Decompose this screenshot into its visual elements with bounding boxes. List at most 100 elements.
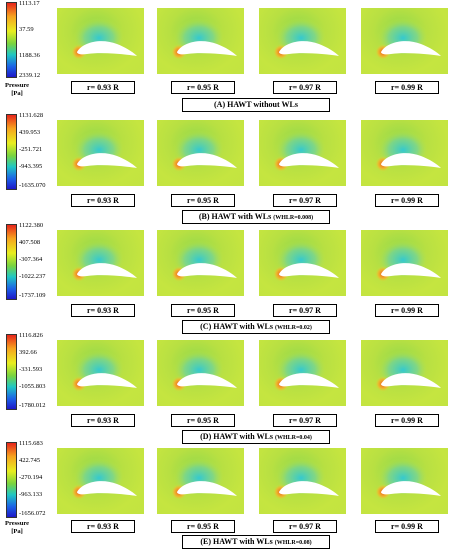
legend-max: 1131.628 [19,112,44,119]
radius-label: r= 0.95 R [171,194,235,207]
pressure-colorbar [6,224,17,300]
radius-label: r= 0.95 R [171,304,235,317]
legend-min: 2339.12 [19,72,41,79]
contour-panel [57,120,144,186]
radius-label: r= 0.99 R [375,520,439,533]
legend-max: 1115.683 [19,440,43,447]
radius-label: r= 0.97 R [273,520,337,533]
airfoil-contour [375,14,441,60]
airfoil-section [177,41,237,56]
radius-label: r= 0.97 R [273,194,337,207]
row-caption: (C) HAWT with WLs (WHLR=0.02) [182,320,330,334]
row-d: 1116.826 392.66 -331.593 -1055.803 -1780… [0,332,462,444]
legend-tick: -1055.803 [19,383,46,390]
airfoil-contour [375,236,441,282]
pressure-colorbar [6,334,17,410]
airfoil-section [279,41,339,56]
radius-label: r= 0.97 R [273,414,337,427]
airfoil-section [177,373,237,388]
legend-tick: -331.593 [19,366,43,373]
legend-tick: -270.194 [19,474,43,481]
airfoil-section [279,373,339,388]
contour-panel [259,120,346,186]
airfoil-section [177,481,237,496]
radius-label: r= 0.95 R [171,520,235,533]
legend-tick: 422.745 [19,457,41,464]
colorbar-legend: 1115.683 422.745 -270.194 -963.133 -1656… [4,440,64,550]
legend-title: Pressure [Pa] [5,520,29,535]
legend-tick: 37.59 [19,26,34,33]
airfoil-section [279,481,339,496]
airfoil-contour [171,236,237,282]
contour-panel [259,230,346,296]
contour-panel [259,340,346,406]
radius-label: r= 0.95 R [171,81,235,94]
radius-label: r= 0.97 R [273,304,337,317]
legend-tick: 439.953 [19,129,41,136]
contour-panel [361,120,448,186]
pressure-colorbar [6,442,17,518]
legend-max: 1122.380 [19,222,44,229]
airfoil-contour [171,346,237,392]
pressure-colorbar [6,114,17,190]
airfoil-contour [71,236,137,282]
contour-panel [259,8,346,74]
airfoil-section [381,41,441,56]
contour-panel [361,8,448,74]
row-caption: (B) HAWT with WLs (WHLR=0.008) [182,210,330,224]
row-caption: (D) HAWT with WLs (WHLR=0.04) [182,430,330,444]
contour-panel [57,230,144,296]
legend-tick: 392.66 [19,349,37,356]
radius-label: r= 0.99 R [375,414,439,427]
radius-label: r= 0.93 R [71,304,135,317]
legend-title: Pressure [Pa] [5,82,29,97]
legend-tick: -251.721 [19,146,43,153]
legend-tick: -943.395 [19,163,43,170]
airfoil-contour [71,454,137,500]
airfoil-contour [71,126,137,172]
row-caption: (A) HAWT without WLs [182,98,330,112]
airfoil-contour [375,126,441,172]
row-caption: (E) HAWT with WLs (WHLR=0.08) [182,535,330,549]
legend-tick: 1188.36 [19,52,40,59]
contour-panel [361,448,448,514]
airfoil-section [279,153,339,168]
radius-label: r= 0.99 R [375,194,439,207]
legend-min: -1780.012 [19,402,46,409]
airfoil-section [381,481,441,496]
contour-panel [157,448,244,514]
airfoil-contour [273,126,339,172]
airfoil-contour [273,346,339,392]
legend-tick: 407.508 [19,239,41,246]
contour-panel [157,340,244,406]
airfoil-section [381,263,441,278]
airfoil-contour [171,14,237,60]
contour-panel [157,8,244,74]
airfoil-section [77,481,137,496]
legend-tick: -1022.237 [19,273,46,280]
airfoil-section [279,263,339,278]
legend-max: 1116.826 [19,332,43,339]
contour-panel [157,230,244,296]
airfoil-section [77,373,137,388]
airfoil-section [177,263,237,278]
contour-panel [57,8,144,74]
radius-label: r= 0.93 R [71,414,135,427]
colorbar-legend: 1116.826 392.66 -331.593 -1055.803 -1780… [4,332,64,442]
row-a: 1113.17 37.59 1188.36 2339.12 Pressure [… [0,0,462,112]
airfoil-contour [71,346,137,392]
radius-label: r= 0.97 R [273,81,337,94]
radius-label: r= 0.93 R [71,520,135,533]
airfoil-contour [171,126,237,172]
colorbar-legend: 1113.17 37.59 1188.36 2339.12 Pressure [… [4,0,64,110]
legend-min: -1656.072 [19,510,46,517]
airfoil-section [381,373,441,388]
airfoil-contour [375,346,441,392]
contour-panel [361,340,448,406]
airfoil-contour [273,236,339,282]
airfoil-section [177,153,237,168]
contour-panel [57,340,144,406]
airfoil-section [77,263,137,278]
legend-tick: -963.133 [19,491,43,498]
